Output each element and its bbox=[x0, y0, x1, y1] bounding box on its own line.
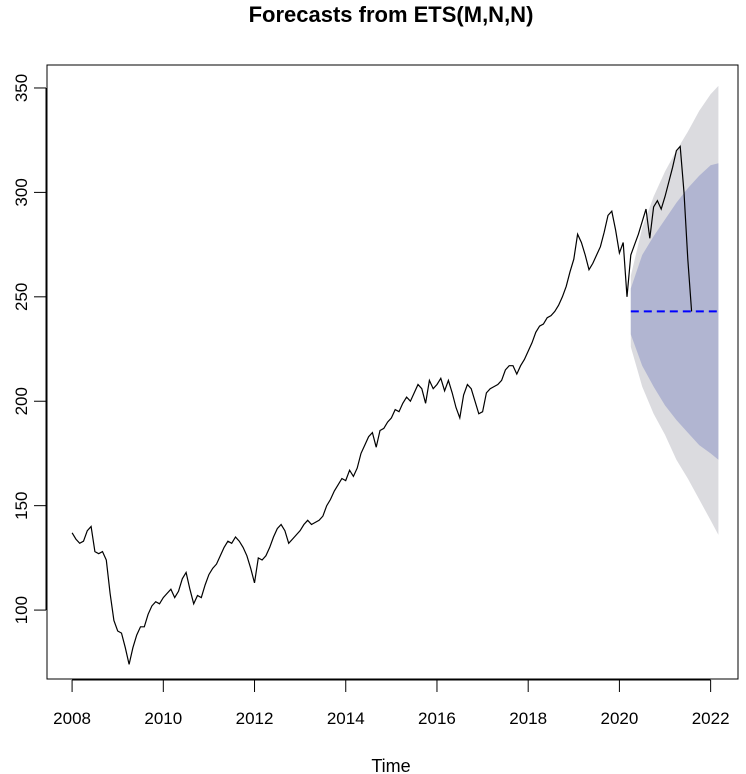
series-lines bbox=[71, 144, 719, 665]
x-axis: 2008 2010 2012 2014 2016 2018 2020 2022 bbox=[53, 679, 730, 728]
chart-title: Forecasts from ETS(M,N,N) bbox=[249, 2, 534, 27]
x-tick-label: 2016 bbox=[418, 709, 456, 728]
y-axis: 100 150 200 250 300 350 bbox=[12, 74, 47, 624]
x-tick-label: 2014 bbox=[327, 709, 365, 728]
x-tick-label: 2010 bbox=[144, 709, 182, 728]
x-tick-label: 2012 bbox=[236, 709, 274, 728]
y-tick-label: 100 bbox=[12, 596, 31, 624]
observed-series-line bbox=[71, 144, 693, 665]
y-tick-label: 250 bbox=[12, 283, 31, 311]
y-tick-label: 300 bbox=[12, 178, 31, 206]
y-tick-label: 200 bbox=[12, 387, 31, 415]
x-tick-label: 2008 bbox=[53, 709, 91, 728]
x-tick-label: 2022 bbox=[692, 709, 730, 728]
y-tick-label: 150 bbox=[12, 491, 31, 519]
y-tick-label: 350 bbox=[12, 74, 31, 102]
prediction-intervals bbox=[630, 85, 719, 535]
x-tick-label: 2020 bbox=[600, 709, 638, 728]
x-axis-title: Time bbox=[371, 756, 410, 774]
x-tick-label: 2018 bbox=[509, 709, 547, 728]
plot-frame bbox=[46, 64, 739, 680]
